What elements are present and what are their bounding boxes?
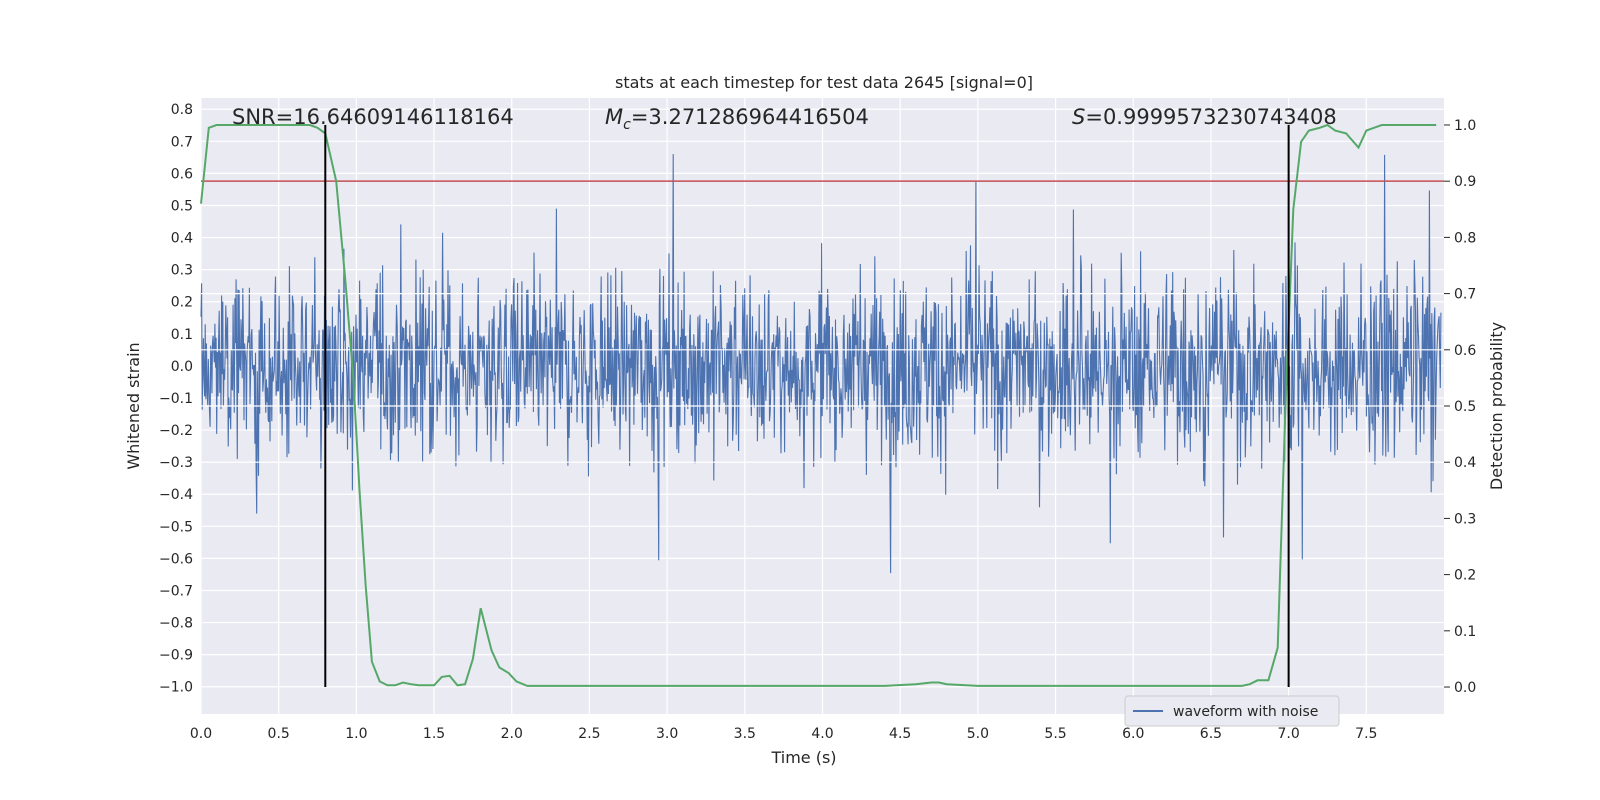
y-left-tick-label: 0.5 (171, 198, 193, 214)
y-right-tick-label: 0.6 (1454, 343, 1476, 359)
y-left-tick-label: −0.2 (159, 423, 193, 439)
chart-title: stats at each timestep for test data 264… (615, 73, 1033, 92)
s-annotation: S=0.9999573230743408 (1072, 105, 1337, 129)
x-tick-label: 6.5 (1200, 726, 1222, 742)
y-axis-label-left: Whitened strain (124, 342, 143, 469)
y-left-tick-label: −0.6 (159, 551, 193, 567)
y-right-tick-label: 0.5 (1454, 399, 1476, 415)
snr-annotation: SNR=16.64609146118164 (232, 105, 514, 129)
y-left-tick-label: 0.4 (171, 231, 193, 247)
y-left-tick-label: −0.8 (159, 616, 193, 632)
legend-box (1124, 695, 1340, 727)
y-right-ticks: 1.0 0.9 0.8 0.7 0.6 0.5 0.4 0.3 0.2 0.1 0.0 (1444, 118, 1476, 696)
y-right-tick-label: 0.9 (1454, 174, 1476, 190)
grid-overlay (201, 292, 1444, 463)
event-lines (324, 124, 1290, 688)
x-tick-label: 2.5 (578, 726, 600, 742)
legend: waveform with noise (1124, 695, 1340, 727)
chirp-mass-value: =3.271286964416504 (631, 105, 869, 129)
chirp-mass-symbol: M (605, 105, 623, 129)
y-left-tick-label: −0.3 (159, 455, 193, 471)
chirp-mass-subscript: c (623, 117, 631, 133)
x-tick-label: 2.0 (501, 726, 523, 742)
y-right-tick-label: 0.2 (1454, 568, 1476, 584)
x-tick-label: 3.0 (656, 726, 678, 742)
x-tick-label: 7.5 (1355, 726, 1377, 742)
legend-label: waveform with noise (1173, 704, 1318, 720)
x-tick-label: 0.0 (190, 726, 212, 742)
s-symbol: S (1072, 105, 1085, 129)
x-tick-label: 4.0 (811, 726, 833, 742)
y-left-tick-label: −0.4 (159, 487, 193, 503)
y-right-tick-label: 0.7 (1454, 287, 1476, 303)
y-left-tick-label: −1.0 (159, 680, 193, 696)
y-right-tick-label: 1.0 (1454, 118, 1476, 134)
chirp-mass-annotation: Mc=3.271286964416504 (605, 105, 869, 133)
y-right-tick-label: 0.0 (1454, 680, 1476, 696)
x-tick-label: 3.5 (734, 726, 756, 742)
y-left-tick-label: −0.5 (159, 519, 193, 535)
x-tick-label: 1.5 (423, 726, 445, 742)
waveform-series (200, 154, 1442, 574)
probability-series (200, 123, 1437, 687)
y-axis-label-right: Detection probability (1487, 322, 1506, 490)
y-left-tick-label: 0.8 (171, 102, 193, 118)
x-tick-label: 5.5 (1044, 726, 1066, 742)
x-tick-label: 1.0 (345, 726, 367, 742)
y-right-tick-label: 0.4 (1454, 455, 1476, 471)
x-tick-label: 0.5 (268, 726, 290, 742)
y-left-tick-label: 0.6 (171, 166, 193, 182)
y-left-tick-label: 0.2 (171, 295, 193, 311)
y-right-tick-label: 0.3 (1454, 511, 1476, 527)
y-left-tick-label: −0.7 (159, 583, 193, 599)
s-value: =0.9999573230743408 (1085, 105, 1336, 129)
y-left-tick-label: 0.3 (171, 263, 193, 279)
y-right-tick-label: 0.8 (1454, 230, 1476, 246)
y-right-tick-label: 0.1 (1454, 624, 1476, 640)
x-tick-label: 7.0 (1277, 726, 1299, 742)
y-left-tick-label: 0.7 (171, 134, 193, 150)
x-tick-label: 6.0 (1122, 726, 1144, 742)
y-left-tick-label: 0.0 (171, 359, 193, 375)
x-tick-label: 5.0 (967, 726, 989, 742)
y-left-tick-label: −0.9 (159, 648, 193, 664)
x-ticks: 0.0 0.5 1.0 1.5 2.0 2.5 3.0 3.5 4.0 4.5 5.0 5.5 6.0 6… (190, 726, 1378, 742)
y-left-tick-label: −0.1 (159, 391, 193, 407)
waveform-path (200, 154, 1442, 574)
x-tick-label: 4.5 (889, 726, 911, 742)
y-left-tick-label: 0.1 (171, 327, 193, 343)
x-axis-label: Time (s) (770, 748, 836, 767)
y-left-ticks: 0.8 0.7 0.6 0.5 0.4 0.3 0.2 0.1 0.0 −0.1 −0.2 −0.3 −… (159, 102, 193, 696)
